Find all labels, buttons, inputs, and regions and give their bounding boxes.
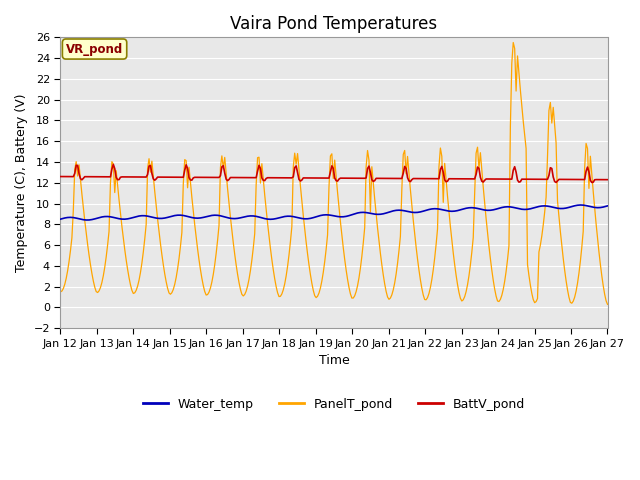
Title: Vaira Pond Temperatures: Vaira Pond Temperatures (230, 15, 438, 33)
X-axis label: Time: Time (319, 354, 349, 367)
Y-axis label: Temperature (C), Battery (V): Temperature (C), Battery (V) (15, 94, 28, 272)
Text: VR_pond: VR_pond (66, 43, 123, 56)
Legend: Water_temp, PanelT_pond, BattV_pond: Water_temp, PanelT_pond, BattV_pond (138, 393, 530, 416)
